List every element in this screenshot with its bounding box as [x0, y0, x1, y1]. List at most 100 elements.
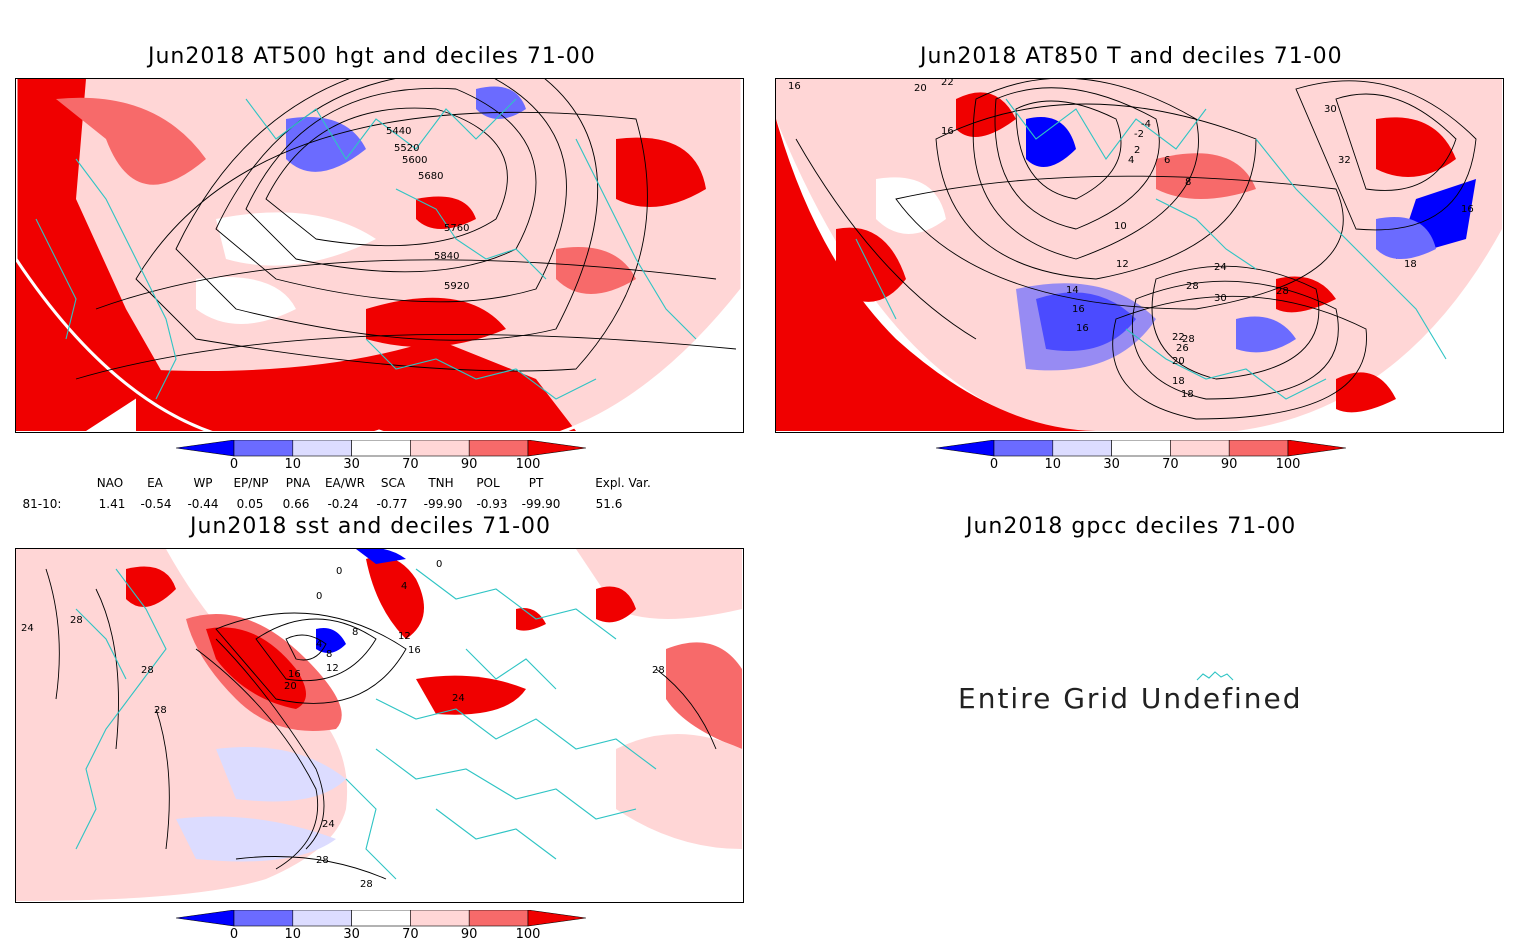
t850-contour-label: 16 — [1072, 304, 1085, 315]
sst-contour-label: 12 — [398, 631, 411, 642]
colorbar-label: 100 — [1275, 457, 1301, 472]
colorbar-label: 10 — [284, 927, 302, 942]
sst-contour-label: 4 — [401, 581, 407, 592]
t850-contour-label: 6 — [1164, 155, 1170, 166]
t850-colorbar: 0 10 30 70 90 100 — [935, 439, 1347, 476]
index-header: POL — [476, 476, 500, 490]
colorbar-label: 90 — [1220, 457, 1238, 472]
colorbar-label: 70 — [402, 927, 419, 942]
t850-contour-label: 16 — [1076, 323, 1089, 334]
index-value: -99.90 — [521, 497, 561, 511]
index-header: WP — [193, 476, 213, 490]
colorbar-swatch — [935, 439, 995, 457]
colorbar-swatch — [468, 439, 529, 457]
sst-contour-label: 0 — [316, 591, 322, 602]
colorbar-label: 10 — [284, 457, 302, 472]
colorbar-swatch — [410, 909, 470, 927]
colorbar-swatch — [351, 909, 411, 927]
index-value: -0.54 — [140, 497, 172, 511]
t850-contour-label: 18 — [1172, 376, 1185, 387]
sst-contour-label: 8 — [352, 627, 358, 638]
sst-contour-label: 28 — [316, 855, 329, 866]
colorbar-label: 70 — [402, 457, 419, 472]
sst-contour-label: 28 — [652, 665, 665, 676]
index-header: EA/WR — [324, 476, 366, 490]
t850-contour-label: 22 — [1172, 332, 1185, 343]
t850-contour-label: 4 — [1128, 155, 1134, 166]
t850-contour-label: 16 — [941, 126, 954, 137]
t850-contour-label: 16 — [788, 81, 801, 92]
hgt-contour-label: 5680 — [418, 171, 443, 182]
index-value: 51.6 — [595, 497, 623, 511]
sst-contour-label: 20 — [284, 681, 297, 692]
t850-contour-label: 2 — [1134, 145, 1140, 156]
colorbar-swatch — [993, 439, 1054, 457]
index-row-label: 81-10: — [22, 497, 62, 511]
colorbar-label: 0 — [989, 457, 999, 472]
index-header: PT — [528, 476, 544, 490]
colorbar-swatch — [175, 439, 235, 457]
sst-contour-label: 8 — [326, 649, 332, 660]
t850-contour-label: 32 — [1338, 155, 1351, 166]
colorbar-label: 90 — [460, 457, 478, 472]
colorbar-swatch — [1287, 439, 1347, 457]
hgt-map-panel: 5440 5520 5600 5680 5760 5840 5920 — [15, 78, 744, 433]
sst-contour-label: 0 — [436, 559, 442, 570]
colorbar-label: 0 — [229, 927, 239, 942]
index-header-row: NAO EA WP EP/NP PNA EA/WR SCA TNH POL PT… — [0, 476, 700, 492]
colorbar-swatch — [527, 909, 587, 927]
t850-title: Jun2018 AT850 T and deciles 71-00 — [920, 44, 1343, 69]
index-value: 0.66 — [282, 497, 310, 511]
sst-colorbar: 0 10 30 70 90 100 — [175, 909, 587, 942]
gpcc-coast-fragment — [1196, 671, 1234, 681]
hgt-contour-label: 5840 — [434, 251, 459, 262]
colorbar-label: 70 — [1162, 457, 1179, 472]
sst-contour-label: 24 — [452, 693, 465, 704]
hgt-contour-label: 5920 — [444, 281, 469, 292]
t850-contour-label: -2 — [1134, 129, 1144, 140]
t850-contour-label: 18 — [1404, 259, 1417, 270]
hgt-contour-label: 5520 — [394, 143, 419, 154]
index-value-row: 81-10: 1.41 -0.54 -0.44 0.05 0.66 -0.24 … — [0, 497, 700, 513]
colorbar-swatch — [468, 909, 529, 927]
t850-contour-label: 30 — [1324, 104, 1337, 115]
hgt-map: 5440 5520 5600 5680 5760 5840 5920 — [16, 79, 742, 431]
colorbar-swatch — [1228, 439, 1289, 457]
t850-contour-label: 20 — [914, 83, 927, 94]
sst-contour-label: 28 — [154, 705, 167, 716]
sst-contour-label: 4 — [316, 639, 322, 650]
index-header: PNA — [285, 476, 311, 490]
hgt-contour-label: 5600 — [402, 155, 427, 166]
t850-map: 16 20 22 16 -4 -2 2 4 6 8 10 12 14 16 16… — [776, 79, 1502, 431]
t850-contour-label: 28 — [1186, 281, 1199, 292]
sst-contour-label: 28 — [360, 879, 373, 890]
sst-contour-label: 28 — [141, 665, 154, 676]
colorbar-label: 30 — [1103, 457, 1120, 472]
colorbar-swatch — [527, 439, 587, 457]
colorbar-swatch — [175, 909, 235, 927]
colorbar-swatch — [351, 439, 411, 457]
hgt-contour-label: 5760 — [444, 223, 469, 234]
index-value: -99.90 — [423, 497, 463, 511]
t850-contour-label: 26 — [1176, 343, 1189, 354]
colorbar-swatches — [175, 909, 587, 927]
t850-contour-label: 8 — [1185, 177, 1191, 188]
hgt-title: Jun2018 AT500 hgt and deciles 71-00 — [148, 44, 596, 69]
colorbar-swatch — [233, 909, 294, 927]
sst-contour-label: 16 — [408, 645, 421, 656]
index-header: TNH — [428, 476, 454, 490]
t850-contour-label: 22 — [941, 79, 954, 88]
colorbar-swatches — [935, 439, 1347, 457]
sst-contour-label: 16 — [288, 669, 301, 680]
gpcc-title: Jun2018 gpcc deciles 71-00 — [966, 514, 1297, 539]
colorbar-label: 100 — [515, 927, 541, 942]
colorbar-label: 10 — [1044, 457, 1062, 472]
colorbar-swatch — [1111, 439, 1171, 457]
sst-contour-label: 28 — [70, 615, 83, 626]
gpcc-undefined-message: Entire Grid Undefined — [958, 682, 1303, 715]
colorbar-swatch — [292, 439, 352, 457]
t850-contour-label: 12 — [1116, 259, 1129, 270]
index-value: -0.24 — [327, 497, 359, 511]
colorbar-swatch — [292, 909, 352, 927]
sst-map: 0 0 0 4 4 8 12 16 20 24 28 28 28 28 24 2… — [16, 549, 742, 901]
